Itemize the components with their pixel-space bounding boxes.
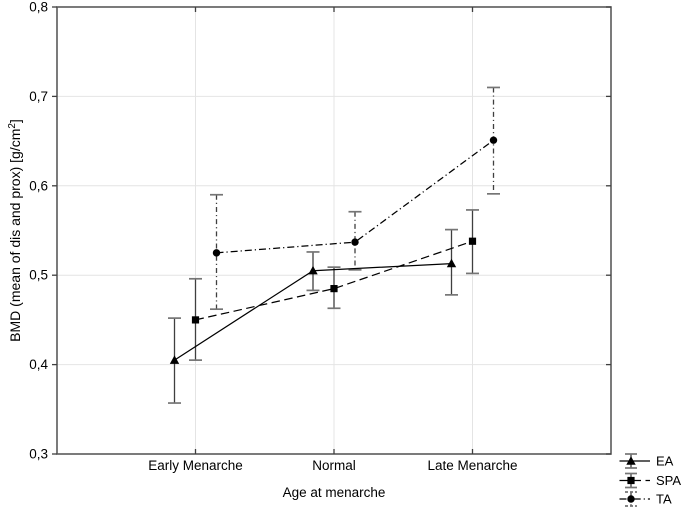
EA-marker xyxy=(308,265,318,275)
x-tick-labels: Early Menarche Normal Late Menarche xyxy=(148,458,517,473)
legend-entry-TA: TA xyxy=(619,491,672,507)
x-tick-label: Late Menarche xyxy=(427,458,517,473)
SPA-line xyxy=(195,240,473,321)
gridlines xyxy=(57,7,611,454)
legend-marker xyxy=(627,495,635,503)
x-axis-title: Age at menarche xyxy=(283,485,386,500)
legend-label: TA xyxy=(656,492,672,507)
EA-marker xyxy=(446,258,457,268)
SPA-marker xyxy=(330,285,338,293)
TA-marker xyxy=(212,249,221,257)
axis-ticks xyxy=(52,6,611,455)
y-tick-labels: 0,3 0,4 0,5 0,6 0,7 0,8 xyxy=(29,0,48,462)
legend: EA SPA TA xyxy=(619,453,681,507)
legend-entry-SPA: SPA xyxy=(619,472,681,489)
legend-label: EA xyxy=(656,454,674,469)
legend-marker xyxy=(626,456,636,465)
TA-marker xyxy=(351,238,359,246)
x-tick-label: Early Menarche xyxy=(148,458,243,473)
TA-marker xyxy=(489,136,498,144)
legend-label: SPA xyxy=(656,473,681,488)
y-tick-label: 0,8 xyxy=(29,0,48,15)
y-tick-label: 0,7 xyxy=(29,89,48,104)
legend-entry-EA: EA xyxy=(619,453,674,469)
y-tick-label: 0,3 xyxy=(29,447,48,462)
SPA-marker xyxy=(191,316,200,324)
EA-marker xyxy=(169,355,180,364)
SPA-marker xyxy=(468,237,477,245)
y-axis-title: BMD (mean of dis and prox) [g/cm2] xyxy=(7,119,23,342)
legend-marker xyxy=(627,476,635,485)
series-markers xyxy=(169,136,498,364)
y-tick-label: 0,4 xyxy=(29,357,48,372)
y-tick-label: 0,6 xyxy=(29,178,48,193)
y-tick-label: 0,5 xyxy=(29,268,48,283)
x-tick-label: Normal xyxy=(312,458,356,473)
